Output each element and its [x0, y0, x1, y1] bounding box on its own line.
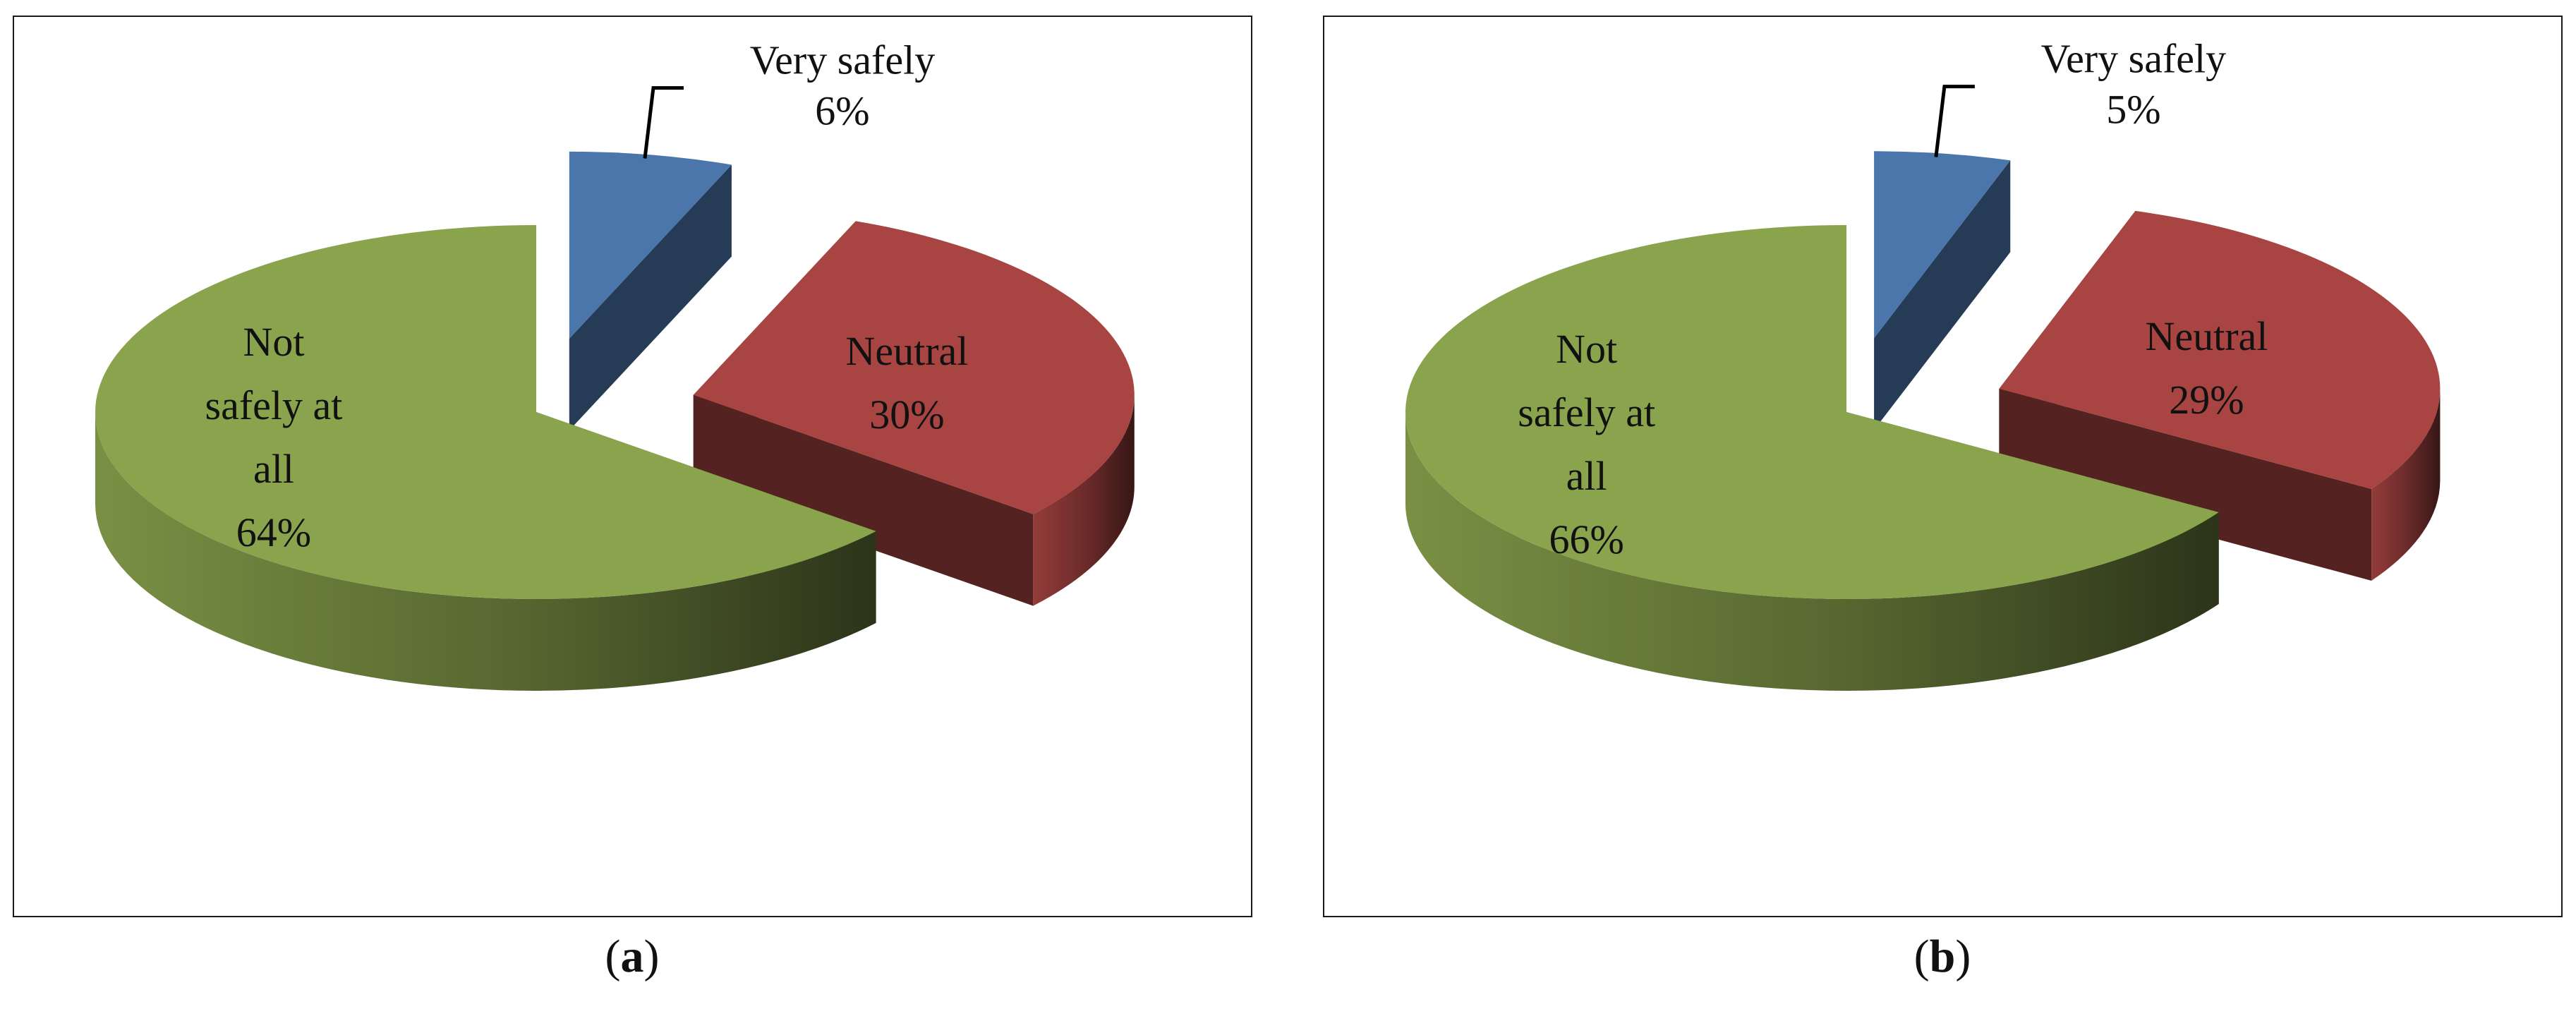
pie-chart-a: Very safely 6% Neutral 30% Not safely at all 64… — [95, 37, 1135, 691]
value-neutral: 30% — [869, 392, 944, 437]
slice-very-safely — [569, 151, 732, 430]
slice-neutral — [693, 221, 1135, 606]
value-not-safely-at-all: 64% — [236, 509, 311, 555]
slice-not-safely-at-all — [1405, 225, 2219, 691]
leader-line — [643, 86, 684, 159]
value-very-safely: 6% — [815, 88, 869, 134]
label-not-safely-at-all-line-2: safely at — [1518, 389, 1655, 435]
label-not-safely-at-all-line-2: safely at — [205, 382, 343, 428]
caption-a: (a) — [605, 931, 660, 982]
chart-panel-b: Very safely 5% Neutral 29% Not safely at all 66… — [1323, 16, 2563, 917]
label-not-safely-at-all-line-1: Not — [243, 319, 304, 365]
slice-not-safely-at-all — [95, 225, 876, 691]
value-very-safely: 5% — [2106, 87, 2160, 133]
label-neutral: Neutral — [845, 328, 968, 374]
leader-line — [1934, 85, 1975, 157]
slice-neutral — [1999, 210, 2441, 581]
label-very-safely: Very safely — [2041, 36, 2227, 82]
value-neutral: 29% — [2169, 377, 2244, 423]
label-very-safely: Very safely — [750, 37, 936, 83]
pie-chart-b: Very safely 5% Neutral 29% Not safely at all 66… — [1405, 36, 2441, 691]
chart-panel-a: Very safely 6% Neutral 30% Not safely at all 64… — [13, 16, 1252, 917]
label-not-safely-at-all-line-3: all — [1566, 453, 1607, 499]
label-not-safely-at-all-line-1: Not — [1556, 326, 1617, 372]
caption-b: (b) — [1913, 931, 1971, 982]
label-neutral: Neutral — [2145, 313, 2268, 359]
slice-very-safely — [1874, 151, 2011, 430]
value-not-safely-at-all: 66% — [1549, 516, 1623, 562]
label-not-safely-at-all-line-3: all — [253, 446, 294, 492]
